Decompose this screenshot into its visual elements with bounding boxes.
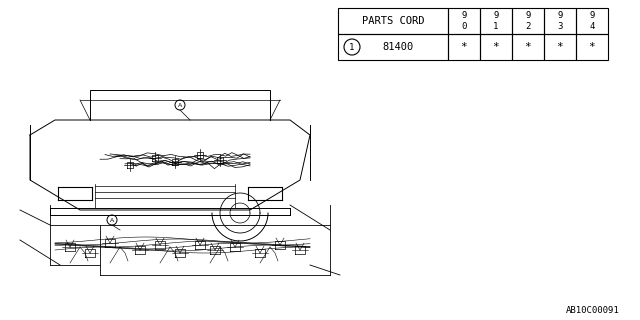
Bar [512, 34, 544, 60]
Text: 9: 9 [461, 11, 467, 20]
Bar [480, 8, 512, 34]
Circle shape [175, 100, 185, 110]
Bar [480, 34, 512, 60]
Text: *: * [493, 42, 499, 52]
Bar [448, 8, 480, 34]
Text: *: * [525, 42, 531, 52]
Bar [544, 34, 576, 60]
Text: 2: 2 [525, 22, 531, 31]
Text: 9: 9 [557, 11, 563, 20]
Bar [576, 8, 608, 34]
Text: A: A [178, 102, 182, 108]
Text: 1: 1 [349, 43, 355, 52]
Text: 9: 9 [493, 11, 499, 20]
Text: AB10C00091: AB10C00091 [566, 306, 620, 315]
Bar [576, 34, 608, 60]
Text: PARTS CORD: PARTS CORD [362, 16, 424, 26]
Text: 3: 3 [557, 22, 563, 31]
Text: A: A [110, 218, 114, 222]
Bar [512, 8, 544, 34]
Text: 0: 0 [461, 22, 467, 31]
Circle shape [107, 215, 117, 225]
Text: *: * [589, 42, 595, 52]
Text: 1: 1 [493, 22, 499, 31]
Text: 4: 4 [589, 22, 595, 31]
Bar [338, 8, 448, 34]
Bar [338, 34, 448, 60]
Text: 9: 9 [589, 11, 595, 20]
Text: *: * [557, 42, 563, 52]
Text: *: * [461, 42, 467, 52]
Bar [448, 34, 480, 60]
Text: 9: 9 [525, 11, 531, 20]
Bar [544, 8, 576, 34]
Text: 81400: 81400 [382, 42, 413, 52]
